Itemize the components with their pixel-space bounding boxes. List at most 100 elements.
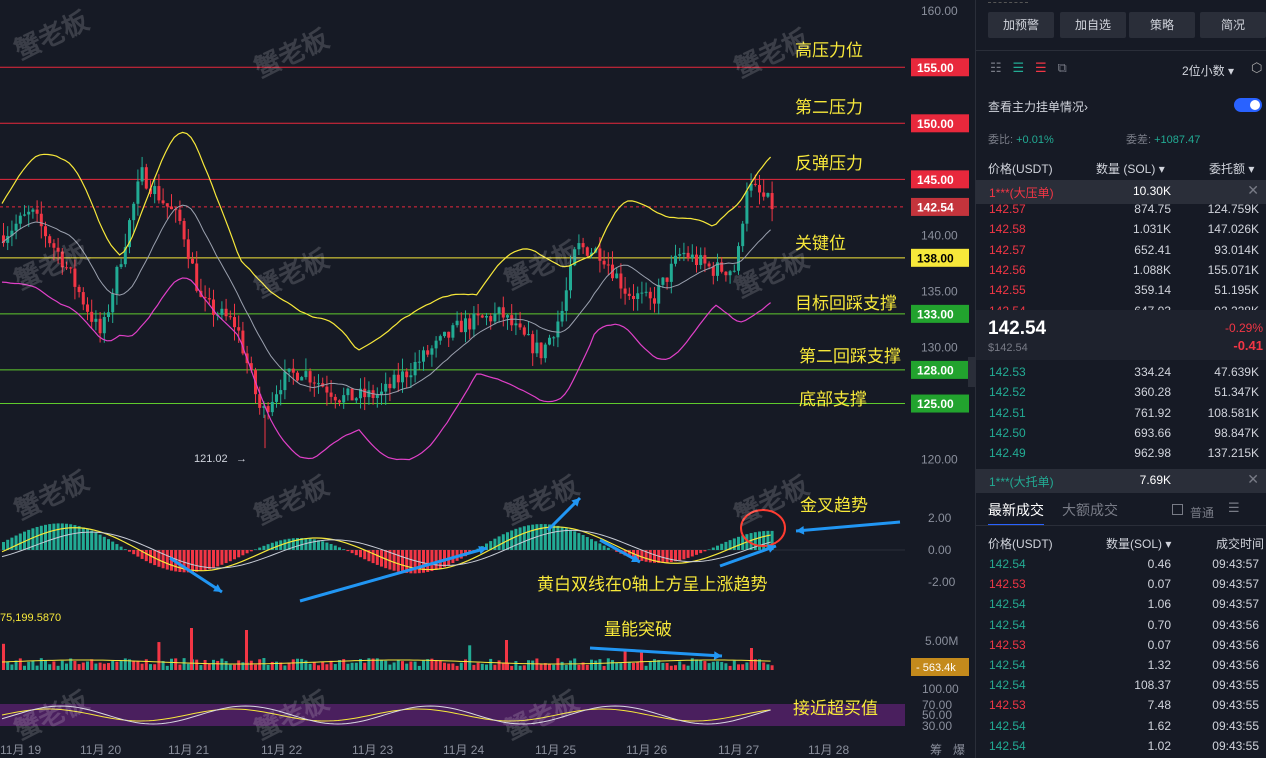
bid-row[interactable]: 142.49 962.98 137.215K (976, 443, 1266, 463)
volume-bar (119, 661, 123, 670)
layout-icons[interactable]: ☷ ☰ ☰ ⧉ (990, 60, 1067, 76)
volume-bar (23, 665, 26, 670)
trade-qty: 0.70 (1147, 617, 1171, 632)
price-tag-label: 133.00 (917, 307, 954, 321)
bid-row[interactable]: 142.51 761.92 108.581K (976, 403, 1266, 423)
candle-body (485, 316, 488, 318)
ask-price: 142.58 (989, 222, 1026, 237)
volume-bar (258, 659, 262, 670)
volume-bar (245, 630, 248, 670)
candle-body (661, 277, 665, 285)
diff-label: 委差: (1126, 134, 1152, 146)
add-watchlist-button[interactable]: 加自选 (1060, 12, 1126, 38)
candle-body (434, 340, 438, 349)
ask-total: 155.071K (1207, 262, 1259, 277)
overview-button[interactable]: 简况 (1200, 12, 1266, 38)
candle-body (161, 200, 165, 204)
candle-body (14, 223, 18, 231)
trade-row[interactable]: 142.54 1.02 09:43:55 (976, 736, 1266, 756)
volume-bar (585, 664, 589, 670)
macd-bar (149, 550, 152, 564)
bid-row[interactable]: 142.50 693.66 98.847K (976, 423, 1266, 443)
trade-row[interactable]: 142.54 108.37 09:43:55 (976, 675, 1266, 695)
corner-label: 筹 (930, 743, 942, 757)
normal-checkbox[interactable] (1172, 504, 1183, 515)
moving-average-line (1, 204, 771, 396)
macd-bar (102, 536, 106, 550)
macd-bar (81, 527, 85, 550)
asks-only-icon[interactable]: ☰ (1035, 60, 1047, 75)
close-icon[interactable]: ✕ (1247, 471, 1259, 487)
right-panel: 加预警 加自选 策略 简况 ☷ ☰ ☰ ⧉ 2位小数 ▾ ⬡ 查看主力挂单情况›… (975, 0, 1266, 758)
volume-bar (384, 660, 388, 670)
ob-header-qty[interactable]: 数量 (SOL) ▾ (1096, 160, 1165, 177)
candle-body (174, 209, 178, 211)
popout-icon[interactable]: ⧉ (1057, 60, 1067, 75)
candle-body (401, 371, 404, 383)
decimals-select[interactable]: 2位小数 ▾ (1182, 62, 1234, 79)
volume-bar (661, 662, 665, 670)
trade-row[interactable]: 142.54 0.46 09:43:57 (976, 554, 1266, 574)
close-icon[interactable]: ✕ (1247, 182, 1259, 198)
big-bid-row[interactable]: 1***(大托单) 7.69K ✕ (976, 469, 1266, 493)
price-tag-bg (911, 197, 969, 216)
candle-body (539, 342, 543, 359)
chart-scroll-handle[interactable] (968, 357, 975, 387)
macd-bar (371, 550, 375, 564)
volume-bar (199, 665, 203, 670)
macd-bar (119, 546, 123, 550)
ask-row[interactable]: 142.56 1.088K 155.071K (976, 260, 1266, 280)
ask-row[interactable]: 142.57 874.75 124.759K (976, 199, 1266, 219)
main-orders-toggle[interactable] (1234, 98, 1262, 112)
trade-row[interactable]: 142.53 7.48 09:43:55 (976, 695, 1266, 715)
candle-body (258, 394, 262, 408)
volume-bar (48, 664, 52, 670)
x-axis-label: 11月 28 (808, 743, 849, 757)
ask-row[interactable]: 142.55 359.14 51.195K (976, 280, 1266, 300)
both-sides-icon[interactable]: ☷ (990, 60, 1002, 75)
bid-row[interactable]: 142.52 360.28 51.347K (976, 382, 1266, 402)
volume-bar (195, 659, 199, 670)
volume-bar (270, 661, 274, 670)
candle-body (60, 251, 64, 268)
price-chart[interactable]: 160.00 140.00 135.00 130.00 120.00 155.00 高压力位… (0, 0, 975, 758)
bids-only-icon[interactable]: ☰ (1012, 60, 1025, 75)
trade-row[interactable]: 142.54 1.06 09:43:57 (976, 594, 1266, 614)
trade-row[interactable]: 142.53 0.07 09:43:57 (976, 574, 1266, 594)
ask-row[interactable]: 142.58 1.031K 147.026K (976, 219, 1266, 239)
macd-bar (69, 524, 73, 550)
macd-bar (392, 550, 396, 571)
volume-bar (136, 660, 140, 670)
volume-bar (52, 661, 56, 670)
bid-row[interactable]: 142.53 334.24 47.639K (976, 362, 1266, 382)
add-alert-button[interactable]: 加预警 (988, 12, 1054, 38)
trade-row[interactable]: 142.54 1.62 09:43:55 (976, 716, 1266, 736)
macd-bar (220, 550, 224, 565)
volume-bar (359, 658, 362, 670)
volume-bar (128, 659, 131, 670)
trades-header-qty[interactable]: 数量(SOL) ▾ (1106, 535, 1171, 552)
volume-bar (300, 658, 304, 670)
candle-body (123, 247, 127, 265)
candle-body (367, 390, 371, 398)
candle-body (518, 323, 522, 328)
macd-bar (716, 545, 719, 550)
volume-bar (459, 662, 463, 670)
chart-canvas[interactable]: 160.00 140.00 135.00 130.00 120.00 155.00 高压力位… (0, 0, 975, 758)
big-ask-row[interactable]: 1***(大压单) 10.30K ✕ (976, 180, 1266, 204)
bid-total: 108.581K (1207, 405, 1259, 420)
main-orders-link[interactable]: 查看主力挂单情况› (988, 98, 1088, 115)
trade-row[interactable]: 142.53 0.07 09:43:56 (976, 635, 1266, 655)
menu-icon[interactable]: ☰ (1228, 500, 1240, 515)
tab-large-trades[interactable]: 大额成交 (1062, 502, 1118, 518)
macd-bar (678, 550, 682, 561)
ob-header-total[interactable]: 委托额 ▾ (1209, 160, 1254, 177)
trade-row[interactable]: 142.54 1.32 09:43:56 (976, 655, 1266, 675)
tab-latest-trades[interactable]: 最新成交 (988, 500, 1044, 526)
trade-row[interactable]: 142.54 0.70 09:43:56 (976, 615, 1266, 635)
bid-price: 142.50 (989, 425, 1026, 440)
candle-body (44, 226, 47, 237)
ask-row[interactable]: 142.57 652.41 93.014K (976, 240, 1266, 260)
strategy-button[interactable]: 策略 (1129, 12, 1195, 38)
settings-icon[interactable]: ⬡ (1251, 60, 1263, 75)
